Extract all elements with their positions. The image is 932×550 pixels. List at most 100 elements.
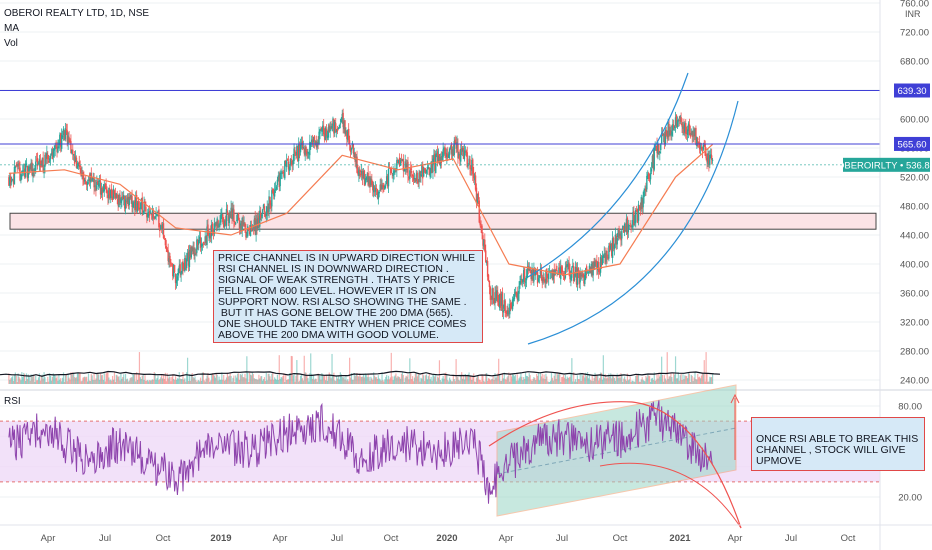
volume-bar — [197, 380, 199, 384]
candle-body — [378, 192, 380, 194]
volume-bar — [129, 378, 131, 384]
candle-body — [580, 272, 582, 277]
volume-bar — [11, 377, 13, 384]
rsi-channel-midline — [496, 427, 737, 475]
candle-body — [192, 247, 194, 252]
volume-bar — [569, 376, 571, 384]
volume-bar — [347, 379, 349, 384]
volume-bar — [651, 377, 654, 384]
candle-body — [210, 232, 212, 235]
candle-body — [20, 174, 22, 181]
volume-bar — [386, 375, 388, 384]
candle-body — [41, 158, 43, 166]
rsi-annotation-note[interactable]: ONCE RSI ABLE TO BREAK THIS CHANNEL , ST… — [751, 417, 925, 471]
candle-body — [498, 301, 500, 306]
candle-body — [62, 128, 65, 136]
volume-bar — [627, 380, 629, 384]
volume-bar — [628, 379, 630, 384]
volume-bar — [531, 381, 533, 384]
volume-bar — [156, 378, 158, 384]
rsi-resistance-arc — [488, 401, 742, 529]
candle-body — [319, 129, 321, 134]
volume-bar — [240, 375, 242, 384]
volume-bar — [188, 374, 191, 384]
candle-body — [523, 268, 526, 283]
candle-body — [372, 183, 374, 191]
candle-body — [463, 150, 466, 160]
candle-body — [122, 196, 124, 199]
volume-bar — [332, 376, 334, 384]
candle-body — [588, 265, 591, 272]
candle-body — [248, 231, 251, 235]
ma-indicator-label[interactable]: MA — [4, 23, 19, 34]
volume-bar — [677, 372, 679, 384]
candle-body — [441, 155, 443, 162]
volume-bar — [211, 374, 213, 384]
candle-body — [185, 258, 188, 269]
volume-bar — [179, 378, 181, 384]
candle-body — [124, 199, 127, 209]
candle-body — [398, 159, 400, 164]
volume-bar — [27, 374, 29, 384]
candle-body — [109, 189, 111, 198]
volume-bar — [337, 376, 340, 384]
volume-bar — [348, 381, 350, 384]
candle-body — [634, 220, 636, 224]
volume-bar — [482, 375, 484, 384]
volume-bar — [673, 372, 675, 384]
volume-indicator-label[interactable]: Vol — [4, 38, 18, 49]
candle-body — [193, 247, 195, 256]
candle-body — [325, 128, 328, 137]
volume-bar — [76, 373, 79, 384]
volume-bar — [395, 373, 397, 384]
rsi-indicator-label[interactable]: RSI — [4, 396, 21, 407]
volume-bar — [225, 377, 228, 384]
candle-body — [56, 146, 58, 153]
volume-bar — [161, 378, 164, 384]
candle-body — [108, 187, 110, 199]
volume-bar — [631, 380, 633, 384]
volume-bar — [550, 372, 553, 384]
price-annotation-note[interactable]: PRICE CHANNEL IS IN UPWARD DIRECTION WHI… — [213, 250, 483, 343]
candle-body — [23, 170, 25, 172]
volume-bar — [221, 372, 223, 384]
volume-bar — [99, 373, 102, 384]
volume-bar — [342, 377, 344, 384]
volume-bar — [615, 376, 617, 384]
volume-bar — [231, 381, 233, 384]
volume-bar — [49, 375, 52, 384]
volume-bar — [310, 353, 312, 384]
candle-body — [337, 127, 340, 130]
candle-body — [110, 188, 113, 196]
volume-bar — [438, 360, 441, 384]
candle-body — [386, 175, 389, 187]
volume-bar — [608, 373, 610, 384]
candle-body — [710, 155, 713, 160]
rsi-breakout-arrow-head — [730, 393, 740, 404]
candle-body — [310, 142, 312, 144]
volume-bar — [404, 377, 406, 384]
candle-body — [197, 240, 199, 246]
volume-bar — [468, 372, 470, 384]
candle-body — [232, 208, 234, 220]
candle-body — [400, 159, 403, 161]
candle-body — [680, 116, 682, 123]
volume-bar — [610, 373, 612, 384]
candle-body — [265, 212, 267, 216]
volume-bar — [676, 378, 679, 384]
volume-bar — [469, 375, 471, 384]
volume-bar — [361, 377, 363, 384]
candle-body — [456, 142, 458, 149]
candle-body — [227, 215, 230, 222]
volume-bar — [459, 380, 461, 384]
candle-body — [597, 263, 599, 271]
moving-average-line — [8, 143, 713, 276]
candle-body — [540, 267, 542, 277]
volume-bar — [487, 378, 490, 384]
volume-bar — [614, 380, 616, 384]
volume-bar — [329, 374, 331, 384]
volume-bar — [535, 380, 537, 384]
candle-body — [541, 276, 543, 283]
candle-body — [100, 187, 103, 195]
